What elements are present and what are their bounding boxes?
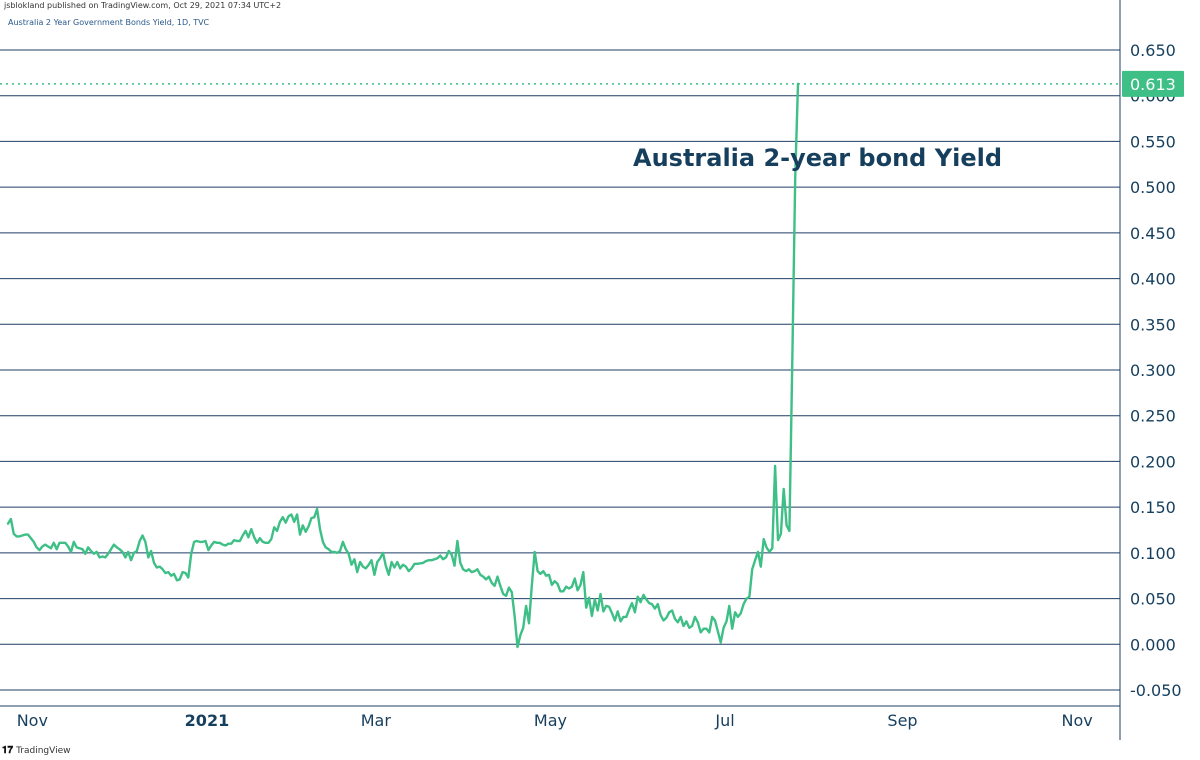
x-tick-label: Sep xyxy=(887,711,917,730)
footer: 𝟏𝟕 TradingView xyxy=(2,745,71,756)
last-value-label: 0.613 xyxy=(1130,75,1176,94)
chart-title: Australia 2-year bond Yield xyxy=(633,144,1002,172)
y-tick-label: 0.500 xyxy=(1130,178,1176,197)
y-tick-label: 0.100 xyxy=(1130,544,1176,563)
tradingview-logo-icon: 𝟏𝟕 xyxy=(2,745,14,756)
y-tick-label: 0.200 xyxy=(1130,452,1176,471)
y-tick-label: -0.050 xyxy=(1130,681,1182,700)
last-value-badge-rect xyxy=(1122,70,1184,97)
x-tick-label: Jul xyxy=(714,711,734,730)
x-tick-label: Nov xyxy=(17,711,48,730)
y-tick-label: 0.300 xyxy=(1130,361,1176,380)
y-tick-label: 0.250 xyxy=(1130,407,1176,426)
symbol-label: Australia 2 Year Government Bonds Yield,… xyxy=(8,18,210,27)
y-axis-ticks: 0.6500.6000.5500.5000.4500.4000.3500.300… xyxy=(1130,41,1182,700)
y-tick-label: 0.450 xyxy=(1130,224,1176,243)
last-value-badge: 0.613 xyxy=(1122,70,1184,97)
y-tick-label: 0.000 xyxy=(1130,635,1176,654)
grid-lines xyxy=(0,49,1120,691)
x-tick-label: Mar xyxy=(361,711,392,730)
y-tick-label: 0.550 xyxy=(1130,132,1176,151)
y-tick-label: 0.400 xyxy=(1130,270,1176,289)
publish-info: jsblokland published on TradingView.com,… xyxy=(4,1,282,10)
y-tick-label: 0.050 xyxy=(1130,590,1176,609)
x-tick-label: Nov xyxy=(1062,711,1093,730)
tradingview-logo-text: TradingView xyxy=(16,745,71,756)
y-tick-label: 0.150 xyxy=(1130,498,1176,517)
x-tick-label: 2021 xyxy=(185,711,230,730)
y-tick-label: 0.350 xyxy=(1130,315,1176,334)
x-tick-label: May xyxy=(534,711,567,730)
x-axis-ticks: Nov 2021 Mar May Jul Sep Nov xyxy=(17,711,1093,730)
series-line xyxy=(6,82,800,649)
y-tick-label: 0.650 xyxy=(1130,41,1176,60)
